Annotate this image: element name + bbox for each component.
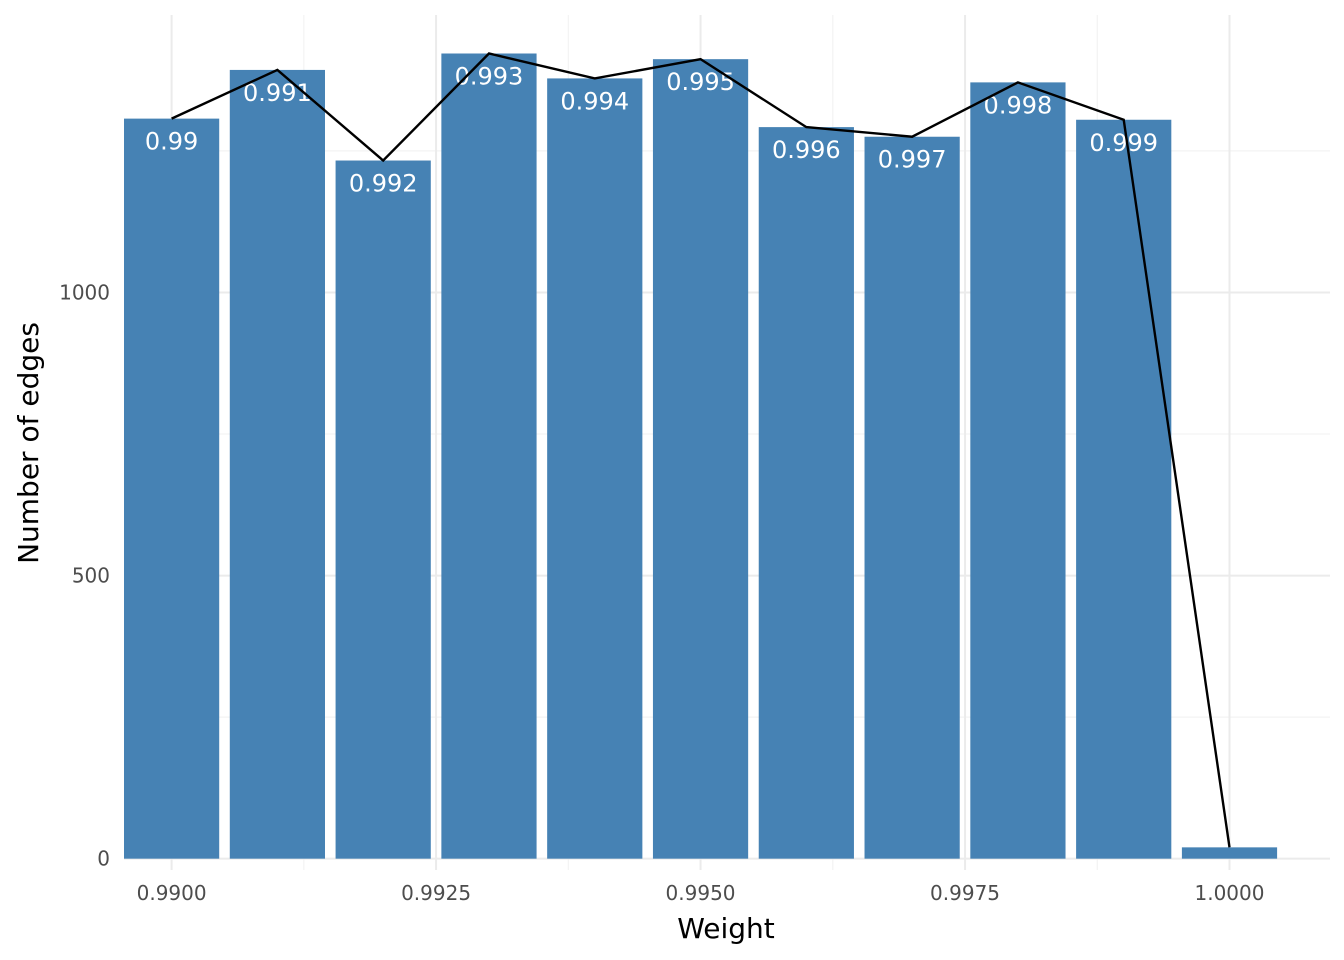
bar-value-label: 0.992 [349,170,418,198]
bar [547,78,643,859]
bar-value-label: 0.994 [560,87,629,115]
y-tick-label: 500 [72,564,110,588]
bar [652,59,749,859]
x-tick-label: 0.9975 [930,881,1000,905]
x-tick-label: 1.0000 [1195,881,1265,905]
bar [335,160,431,859]
y-axis-title: Number of edges [12,322,45,564]
bar [970,82,1066,859]
bars [124,53,1278,859]
y-tick-label: 0 [97,847,110,871]
trend-line [171,52,1231,848]
x-tick-label: 0.9900 [137,881,207,905]
bar [441,53,537,859]
bar [1076,119,1172,859]
bar-value-label: 0.995 [666,68,735,96]
y-tick-label: 1000 [59,280,110,304]
bar-value-label: 0.998 [984,91,1053,119]
bar-value-label: 0.99 [145,128,198,156]
bar-value-label: 0.999 [1089,129,1158,157]
x-tick-labels: 0.9900 0.9925 0.9950 0.9975 1.0000 [137,881,1265,905]
y-tick-labels: 0 500 1000 [59,280,110,870]
x-axis-title: Weight [677,912,775,945]
bar-value-label: 0.996 [772,136,841,164]
bar [229,69,325,859]
bar-value-label: 0.997 [878,146,947,174]
bar [864,136,960,859]
bar [758,127,854,859]
x-tick-label: 0.9950 [666,881,736,905]
bar-value-label: 0.991 [243,79,312,107]
bar [1181,847,1278,859]
bar [124,118,220,859]
x-tick-label: 0.9925 [401,881,471,905]
